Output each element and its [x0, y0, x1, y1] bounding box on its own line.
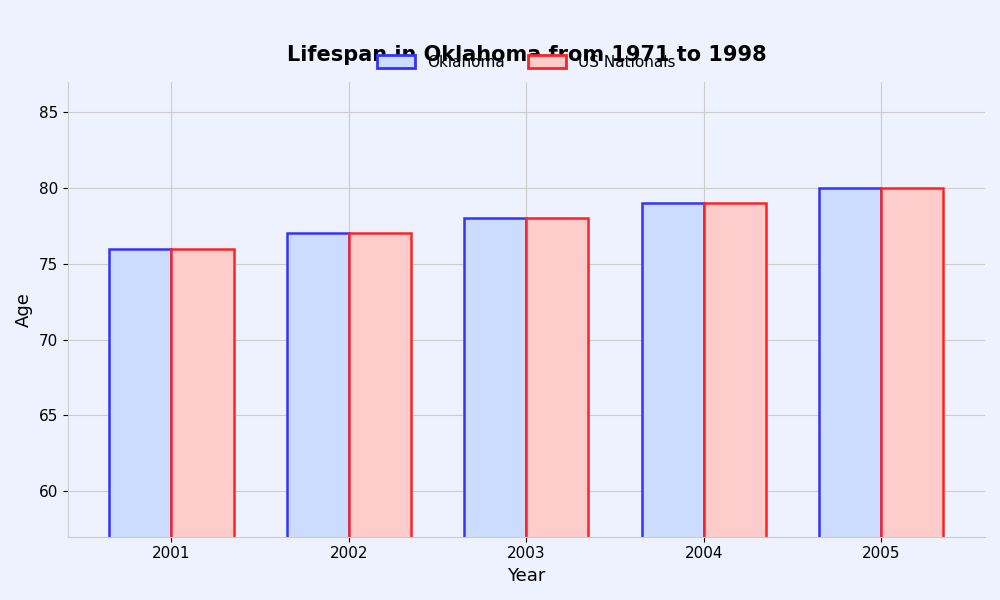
- X-axis label: Year: Year: [507, 567, 546, 585]
- Bar: [171, 248, 234, 600]
- Y-axis label: Age: Age: [15, 292, 33, 327]
- Bar: [642, 203, 704, 600]
- Bar: [349, 233, 411, 600]
- Bar: [704, 203, 766, 600]
- Bar: [881, 188, 943, 600]
- Bar: [464, 218, 526, 600]
- Bar: [526, 218, 588, 600]
- Bar: [819, 188, 881, 600]
- Bar: [109, 248, 171, 600]
- Bar: [287, 233, 349, 600]
- Legend: Oklahoma, US Nationals: Oklahoma, US Nationals: [371, 49, 682, 76]
- Title: Lifespan in Oklahoma from 1971 to 1998: Lifespan in Oklahoma from 1971 to 1998: [287, 45, 766, 65]
